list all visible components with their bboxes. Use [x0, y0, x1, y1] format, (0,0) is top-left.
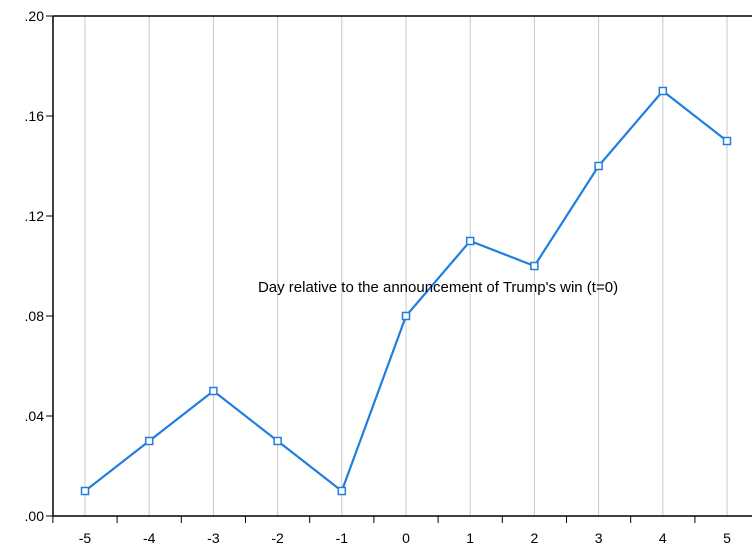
- data-point-0-9: [658, 86, 668, 96]
- x-tick-label-9: 4: [659, 530, 667, 546]
- data-point-0-0: [80, 486, 90, 496]
- x-tick-label-2: -3: [207, 530, 220, 546]
- series-group: [80, 86, 732, 496]
- x-axis-ticks: -5 -4 -3 -2 -1 0 1 2 3 4 5: [52, 516, 731, 546]
- y-axis-ticks: .00 .04 .08 .12 .16 .20: [25, 8, 53, 524]
- data-point-0-8: [594, 161, 603, 171]
- x-tick-label-5: 0: [402, 530, 410, 546]
- y-tick-label-0: .00: [25, 508, 45, 524]
- data-point-0-10: [722, 136, 732, 146]
- data-point-0-6: [465, 236, 475, 246]
- y-tick-label-5: .20: [25, 8, 45, 24]
- data-point-0-5: [401, 311, 411, 321]
- data-point-0-3: [273, 436, 282, 446]
- x-tick-label-1: -4: [143, 530, 156, 546]
- x-tick-label-10: 5: [723, 530, 731, 546]
- data-point-0-2: [209, 386, 218, 396]
- chart-annotation: Day relative to the announcement of Trum…: [258, 279, 618, 296]
- x-tick-label-6: 1: [466, 530, 474, 546]
- data-point-0-7: [530, 261, 539, 271]
- y-tick-label-3: .12: [25, 208, 45, 224]
- y-tick-label-2: .08: [25, 308, 45, 324]
- x-tick-label-7: 2: [531, 530, 539, 546]
- y-tick-label-4: .16: [25, 108, 45, 124]
- x-tick-label-0: -5: [79, 530, 92, 546]
- data-point-0-1: [144, 436, 154, 446]
- x-tick-label-3: -2: [271, 530, 284, 546]
- x-tick-label-4: -1: [336, 530, 349, 546]
- data-point-0-4: [337, 486, 347, 496]
- axes: [52, 15, 752, 517]
- grid-lines: [84, 16, 728, 516]
- x-tick-label-8: 3: [595, 530, 603, 546]
- y-tick-label-1: .04: [25, 408, 45, 424]
